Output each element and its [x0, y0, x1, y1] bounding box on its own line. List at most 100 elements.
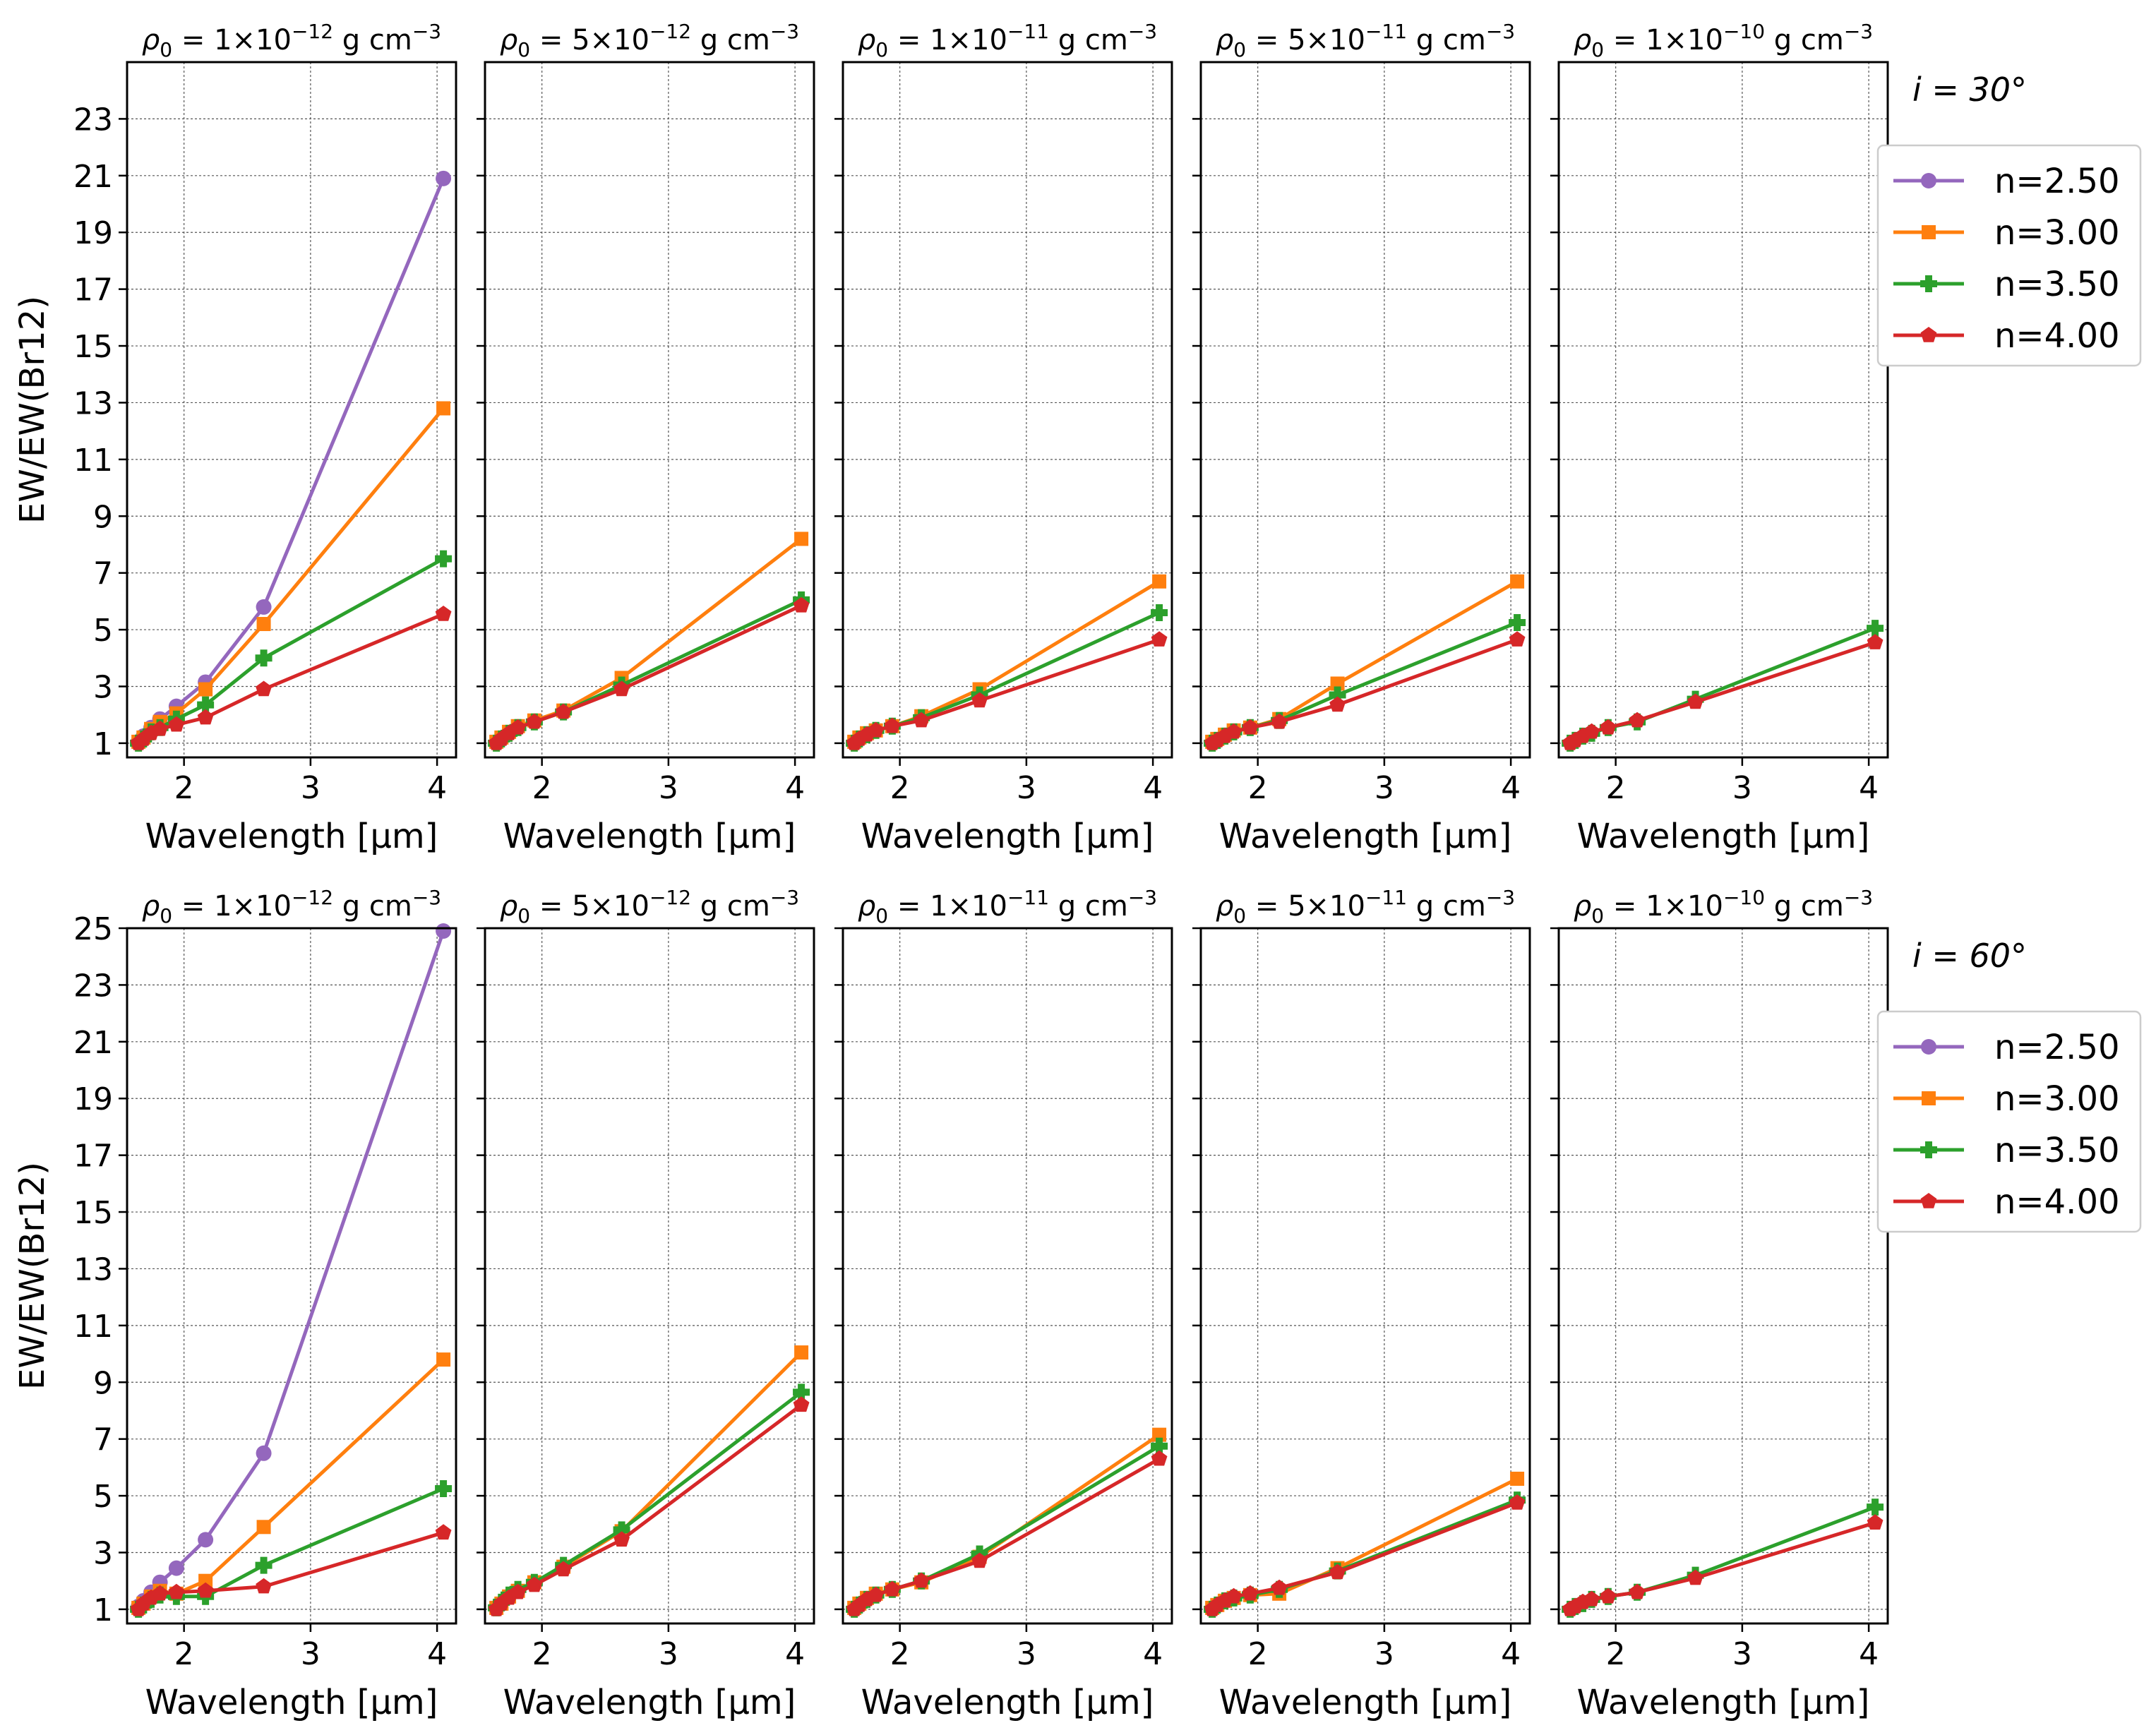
title-sub: 0 — [1233, 38, 1246, 61]
y-tick-label: 7 — [93, 1422, 113, 1458]
data-point — [526, 713, 543, 729]
data-point — [198, 1573, 213, 1588]
inclination-label: i = 60° — [1912, 937, 2027, 975]
legend-entry: n=4.00 — [1893, 316, 2120, 356]
title-sub: 0 — [160, 904, 172, 927]
x-tick-label: 2 — [532, 770, 552, 806]
y-tick-label: 3 — [93, 1535, 113, 1571]
x-tick-label: 3 — [1732, 770, 1752, 806]
data-point — [1509, 1494, 1526, 1510]
data-point — [1687, 693, 1703, 709]
y-tick-label: 1 — [93, 726, 113, 762]
legend-swatch-marker — [1920, 327, 1937, 342]
panel-frame — [1199, 927, 1531, 1625]
data-point — [510, 719, 526, 735]
data-point — [1329, 696, 1346, 712]
legend-entry: n=2.50 — [1893, 162, 2120, 201]
x-axis-label: Wavelength [μm] — [503, 1683, 796, 1722]
title-rho: ρ — [1574, 890, 1591, 923]
x-tick-label: 4 — [1143, 1636, 1163, 1672]
y-tick-label: 23 — [73, 102, 113, 138]
data-point — [613, 1521, 630, 1539]
title-sup2: −3 — [1844, 886, 1873, 909]
title-sub: 0 — [1591, 38, 1604, 61]
legend-label: n=3.00 — [1994, 213, 2120, 253]
title-sup2: −3 — [1486, 886, 1515, 909]
series-n-400 — [1562, 634, 1883, 750]
x-tick-label: 3 — [659, 770, 678, 806]
series-n-300 — [131, 401, 451, 749]
y-tick-label: 15 — [73, 1195, 113, 1231]
panel-frame — [842, 927, 1173, 1625]
title-mid: = 1×10 — [888, 24, 1007, 56]
data-point — [1271, 1579, 1288, 1595]
title-sub: 0 — [875, 38, 888, 61]
title-sup: −12 — [292, 20, 333, 43]
series-n-400 — [1562, 1514, 1883, 1616]
panel-title: ρ0 = 1×10−10 g cm−3 — [1574, 20, 1873, 61]
panel-title: ρ0 = 1×10−12 g cm−3 — [142, 20, 441, 61]
data-point — [255, 1556, 273, 1574]
legend-swatch-marker — [1920, 275, 1937, 292]
data-point — [1867, 1514, 1883, 1530]
title-mid: = 5×10 — [530, 24, 649, 56]
legend: n=2.50 n=3.00 n=3.50 n=4.00 — [1876, 144, 2142, 367]
title-sup2: −3 — [412, 886, 441, 909]
data-point — [198, 1532, 214, 1548]
title-rho: ρ — [142, 24, 160, 56]
legend-label: n=3.50 — [1994, 265, 2120, 304]
data-point — [198, 682, 213, 697]
data-point — [1271, 713, 1288, 729]
data-point — [913, 1572, 930, 1588]
y-tick-label: 5 — [93, 1479, 113, 1515]
data-point — [555, 703, 572, 719]
title-unit: g cm — [333, 890, 412, 923]
data-point — [256, 617, 271, 632]
panel-r2-c5: 2 3 4 Wavelength [μm] ρ0 = 1×10−10 g cm−3 — [1550, 886, 1889, 1722]
panel-r1-c5: 2 3 4 Wavelength [μm] ρ0 = 1×10−10 g cm−3 — [1550, 20, 1889, 856]
series-n-400 — [130, 606, 452, 750]
data-point — [1583, 1590, 1600, 1607]
legend-swatch-marker — [1920, 1141, 1937, 1158]
y-tick-label: 9 — [93, 499, 113, 535]
data-point — [436, 923, 452, 939]
panel-title: ρ0 = 5×10−11 g cm−3 — [1216, 20, 1515, 61]
legend-label: n=3.00 — [1994, 1079, 2120, 1119]
panel-frame — [1199, 61, 1531, 759]
series-n-400 — [846, 1450, 1168, 1616]
title-unit: g cm — [1049, 890, 1128, 923]
y-axis-label: EW/EW(Br12) — [13, 296, 52, 524]
data-point — [794, 532, 809, 546]
x-tick-label: 3 — [1375, 1636, 1394, 1672]
x-tick-label: 3 — [1017, 770, 1036, 806]
y-axis-label: EW/EW(Br12) — [13, 1162, 52, 1390]
data-point — [884, 1580, 901, 1597]
title-unit: g cm — [333, 24, 412, 56]
y-tick-label: 23 — [73, 968, 113, 1004]
y-tick-label: 19 — [73, 1081, 113, 1117]
title-sup: −11 — [1365, 886, 1407, 909]
x-axis-label: Wavelength [μm] — [145, 1683, 438, 1722]
data-point — [435, 606, 452, 621]
panel-r2-c2: 2 3 4 Wavelength [μm] ρ0 = 5×10−12 g cm−3 — [477, 886, 815, 1722]
series-n-400 — [1204, 1494, 1526, 1616]
data-point — [197, 709, 214, 725]
legend-entry: n=2.50 — [1893, 1028, 2120, 1067]
data-point — [256, 1520, 271, 1535]
data-point — [613, 1531, 630, 1547]
title-sub: 0 — [875, 904, 888, 927]
series-n-400 — [130, 1524, 452, 1616]
x-tick-label: 2 — [1248, 770, 1268, 806]
panel-r1-c4: 2 3 4 Wavelength [μm] ρ0 = 5×10−11 g cm−3 — [1192, 20, 1531, 856]
x-tick-label: 2 — [1606, 1636, 1626, 1672]
data-point — [256, 1445, 272, 1461]
y-tick-label: 5 — [93, 613, 113, 649]
legend-label: n=4.00 — [1994, 1182, 2120, 1222]
data-point — [510, 1583, 526, 1599]
series-n-250 — [131, 170, 452, 750]
title-sup: −12 — [649, 886, 691, 909]
data-point — [1242, 719, 1259, 735]
series-n-400 — [1204, 631, 1526, 750]
data-point — [197, 696, 215, 714]
